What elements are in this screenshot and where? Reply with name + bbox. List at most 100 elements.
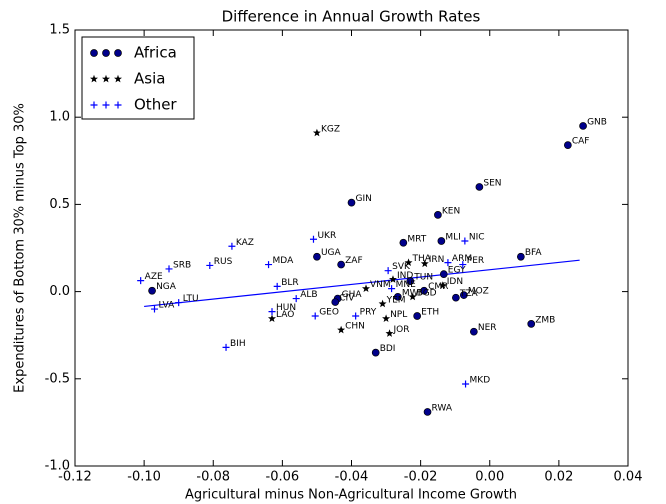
legend-marker [114,101,122,109]
point-label: GIN [356,194,372,204]
point-label: CHN [345,321,365,331]
point-label: BIH [230,339,246,349]
point [371,348,380,357]
trend-line [144,259,580,308]
chart-title: Difference in Annual Growth Rates [222,8,481,26]
point [461,237,469,245]
point [452,293,460,302]
point-label: SEN [483,178,501,188]
x-tick-label: 0.04 [614,470,643,485]
legend-marker [90,101,98,109]
x-axis-label: Agricultural minus Non-Agricultural Inco… [185,488,517,503]
point [265,261,273,269]
point [268,308,276,316]
point [165,265,173,273]
point [470,327,478,336]
point-label: UGA [321,248,342,258]
point-label: CMR [428,282,448,292]
legend-label: Africa [134,44,177,62]
point [444,259,452,267]
point [408,292,417,301]
point-label: KEN [442,206,460,216]
point [406,277,415,285]
y-tick-label: 1.0 [49,110,70,125]
point [175,299,183,307]
point [331,298,340,306]
point [527,320,536,328]
y-tick-label: 1.5 [49,23,70,38]
point [384,267,392,275]
point-label: JOR [393,325,410,335]
point [439,270,448,279]
point-label: PRY [360,308,377,318]
point-label: NGA [156,282,177,292]
point-label: MDA [273,256,295,266]
point [438,281,447,289]
point [462,380,470,388]
point [148,286,156,295]
point-label: CAF [572,137,590,147]
point [337,260,345,269]
point [150,305,158,313]
point-label: NER [478,323,497,333]
point [362,284,370,292]
point-label: MRT [407,234,426,244]
point [389,275,397,283]
point [273,282,281,290]
legend-marker [114,49,122,57]
point-label: BLR [281,278,298,288]
point-label: MOZ [468,287,489,297]
point-label: RUS [214,257,233,267]
point [434,211,442,219]
legend-marker [90,49,98,57]
point-label: AZE [145,272,163,282]
legend-marker [114,74,122,83]
point [399,238,408,247]
point [312,128,321,137]
point [137,277,145,285]
point [459,291,468,299]
point-label: ZAF [345,256,363,266]
point [382,314,391,322]
point [393,292,402,301]
point [420,286,428,295]
point-label: BDI [380,344,396,354]
point [309,235,317,243]
point-label: TZA [459,289,479,299]
x-tick-label: -0.04 [335,470,369,485]
point [206,261,214,269]
point-label: KAZ [236,238,254,248]
point-label: ALB [300,290,317,300]
point-label: ETH [421,308,439,318]
y-tick-label: 0.0 [49,284,70,299]
x-tick-label: -0.08 [196,470,230,485]
point-label: LVA [158,301,175,311]
x-tick-label: 0.00 [475,470,504,485]
point-label: BGD [417,288,437,298]
point [475,183,484,191]
point-label: KGZ [321,124,340,134]
x-tick-label: -0.06 [266,470,300,485]
legend-label: Asia [134,70,165,88]
point-label: RWA [432,403,453,413]
x-tick-label: 0.02 [544,470,573,485]
point [378,299,387,308]
point [337,325,346,334]
point-label: LTU [183,294,199,304]
legend-marker [90,74,98,83]
y-tick-label: 0.5 [49,197,70,212]
point-label: MKD [470,376,491,386]
point-label: PER [467,256,484,266]
point-label: GHA [342,290,363,300]
point [222,343,230,351]
point [352,312,360,320]
point [517,252,525,261]
point [347,198,356,207]
point [413,312,422,320]
point-label: NPL [390,310,407,320]
point-label: HUN [276,303,296,313]
point [313,252,321,261]
point [459,261,467,269]
point-label: ARM [452,254,472,264]
